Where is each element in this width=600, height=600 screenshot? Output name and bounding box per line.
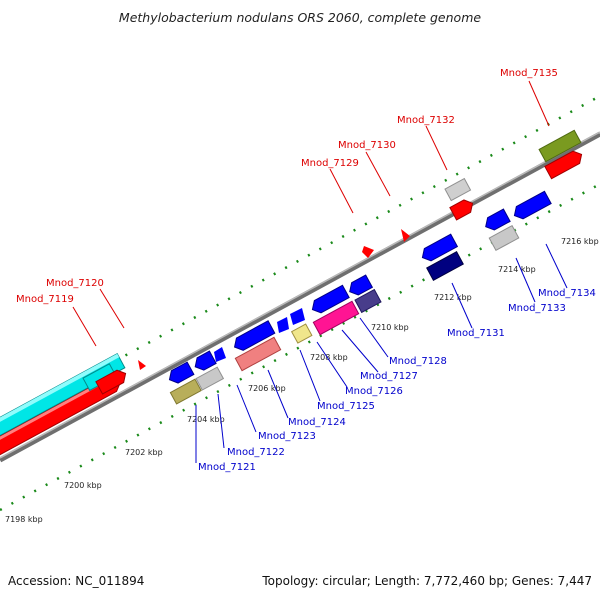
leader-line: [316, 341, 348, 388]
leader-line: [528, 80, 550, 127]
tick-label: 7200 kbp: [64, 481, 102, 490]
gene-label: Mnod_7120: [46, 278, 104, 289]
gene-label: Mnod_7134: [538, 288, 596, 299]
gene-rev-7122: [195, 366, 225, 391]
gene-rev-7134: [513, 190, 552, 220]
leader-line: [236, 384, 257, 433]
tick-label: 7212 kbp: [434, 293, 472, 302]
leader-line: [267, 369, 289, 419]
genome-summary: Topology: circular; Length: 7,772,460 bp…: [262, 574, 592, 588]
gene-fwd-7129: [362, 246, 374, 258]
gene-fwd-2: [95, 369, 127, 395]
leader-line: [341, 329, 379, 373]
gene-rev-a: [168, 361, 195, 384]
gene-label: Mnod_7123: [258, 431, 316, 442]
leader-line: [329, 168, 354, 214]
leader-line: [217, 393, 225, 449]
gene-rev-g: [311, 284, 350, 314]
genome-backbone-highlight: [0, 131, 600, 459]
gene-fwd-7135b: [544, 150, 583, 180]
gene-label: Mnod_7133: [508, 303, 566, 314]
tick-label: 7208 kbp: [310, 353, 348, 362]
leader-line: [451, 282, 473, 329]
gene-rev-7121: [169, 378, 202, 405]
leader-line: [365, 151, 391, 197]
leader-line: [425, 125, 448, 171]
tick-label: 7198 kbp: [5, 515, 43, 524]
gene-rev-e: [277, 317, 289, 333]
gene-label: Mnod_7126: [345, 386, 403, 397]
gene-rev-7131: [426, 251, 464, 281]
gene-label: Mnod_7135: [500, 68, 558, 79]
gene-rev-d: [233, 320, 276, 351]
tick-label: 7202 kbp: [125, 448, 163, 457]
leader-line: [72, 306, 97, 347]
tick-label: 7214 kbp: [498, 265, 536, 274]
gene-fwd-7135: [538, 129, 582, 163]
gene-rev-c: [214, 347, 226, 362]
leader-line: [99, 288, 125, 329]
gene-label: Mnod_7129: [301, 158, 359, 169]
gene-rev-7133a: [485, 208, 511, 231]
tick-label: 7206 kbp: [248, 384, 286, 393]
gene-label: Mnod_7121: [198, 462, 256, 473]
gene-label: Mnod_7131: [447, 328, 505, 339]
gene-fwd-7132: [444, 177, 472, 202]
accession-label: Accession: NC_011894: [8, 574, 145, 588]
gene-label: Mnod_7132: [397, 115, 455, 126]
gene-rev-b: [194, 350, 217, 371]
gene-rev-h: [349, 274, 374, 296]
gene-rev-f: [290, 308, 305, 325]
leader-line: [299, 349, 321, 402]
gene-label: Mnod_7124: [288, 417, 346, 428]
tick-label: 7210 kbp: [371, 323, 409, 332]
map-title: Methylobacterium nodulans ORS 2060, comp…: [118, 10, 482, 25]
gene-label: Mnod_7128: [389, 356, 447, 367]
gene-label: Mnod_7127: [360, 371, 418, 382]
gene-rev-7133: [488, 224, 520, 252]
gene-rev-7124: [290, 323, 313, 344]
gene-rev-7131a: [421, 233, 459, 262]
tick-label: 7216 kbp: [561, 237, 599, 246]
leader-line: [359, 317, 389, 358]
gene-rev-7126: [312, 300, 360, 336]
genome-backbone: [0, 131, 600, 463]
gene-label: Mnod_7119: [16, 294, 74, 305]
gene-label: Mnod_7130: [338, 140, 396, 151]
gene-fwd-7130: [401, 229, 410, 242]
tick-label: 7204 kbp: [187, 415, 225, 424]
gene-rev-7123: [234, 336, 282, 372]
leader-line: [545, 243, 568, 289]
gene-fwd-7132b: [449, 199, 474, 221]
gene-rev-7128: [354, 288, 382, 314]
gene-fwd-7120: [138, 360, 146, 370]
gene-label: Mnod_7125: [317, 401, 375, 412]
leader-line: [515, 257, 536, 303]
gene-label: Mnod_7122: [227, 447, 285, 458]
